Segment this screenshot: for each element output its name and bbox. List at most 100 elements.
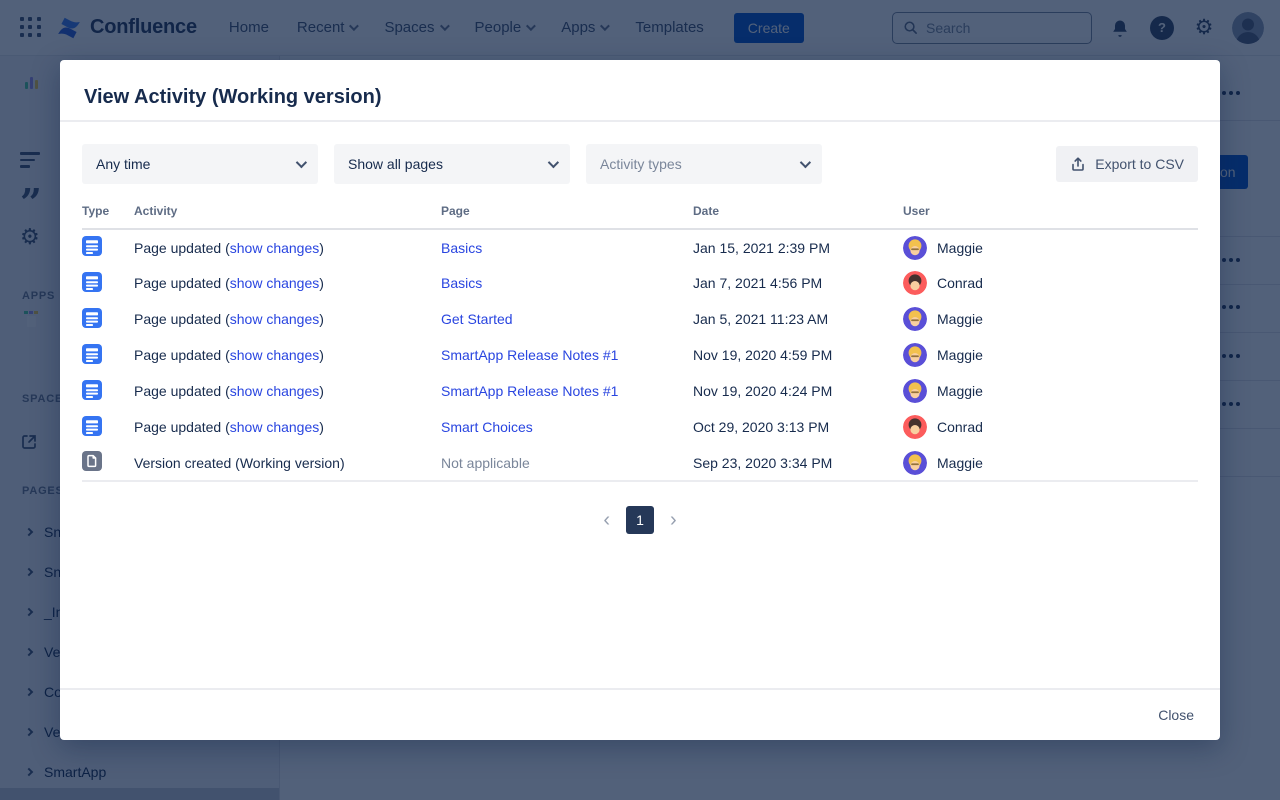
activity-types-placeholder: Activity types [600,156,682,172]
activity-cell: Page updated (show changes) [134,301,441,337]
user-cell: Maggie [903,301,1198,337]
page-link[interactable]: Basics [441,275,483,291]
chevron-down-icon [295,156,308,169]
user-avatar [903,235,927,260]
user: Maggie [903,343,1198,367]
page-cell: Basics [441,265,693,301]
show-changes-link[interactable]: show changes [229,419,320,435]
version-type-icon [82,451,102,471]
date-text: Sep 23, 2020 3:34 PM [693,454,833,471]
type-cell [82,265,134,301]
pagination: ‹ 1 › [82,506,1198,534]
user-name: Maggie [937,383,983,399]
user: Conrad [903,415,1198,439]
user-name: Maggie [937,239,983,256]
activity-cell: Page updated (show changes) [134,265,441,301]
type-cell [82,409,134,445]
date-cell: Oct 29, 2020 3:13 PM [693,409,903,445]
user-name: Maggie [937,454,983,471]
date-text: Nov 19, 2020 4:59 PM [693,347,833,363]
export-icon [1072,157,1085,171]
column-header-page: Page [441,204,693,230]
type-cell [82,445,134,482]
date-cell: Sep 23, 2020 3:34 PM [693,445,903,482]
activity-text: Page updated ( [134,347,230,363]
activity-text: ) [319,383,324,399]
page-cell: Smart Choices [441,409,693,445]
activity-text: Page updated ( [134,383,230,399]
activity-text: ) [319,239,324,256]
page-link[interactable]: Get Started [441,311,513,327]
page-type-icon [82,271,102,292]
type-cell [82,337,134,373]
page-cell: Basics [441,229,693,265]
page-type-icon [82,307,102,328]
activity-text: ) [319,275,324,291]
user: Conrad [903,271,1198,295]
activity-table: Type Activity Page Date User Page updated (s… [82,204,1198,482]
activity-types-dropdown[interactable]: Activity types [586,144,822,184]
dialog-title: View Activity (Working version) [84,86,382,108]
activity-text: ) [319,347,324,363]
next-page-icon[interactable]: › [670,509,677,531]
table-row: Page updated (show changes) Get Started Ja… [82,301,1198,337]
pages-filter-dropdown[interactable]: Show all pages [334,144,570,184]
page-link[interactable]: SmartApp Release Notes #1 [441,383,619,399]
user: Maggie [903,450,1198,475]
page-type-icon [82,415,102,436]
type-cell [82,229,134,265]
previous-page-icon[interactable]: ‹ [603,509,610,531]
table-row: Page updated (show changes) Basics Jan 15,… [82,229,1198,265]
page-link[interactable]: Smart Choices [441,419,533,435]
chevron-down-icon [547,156,560,169]
user-cell: Maggie [903,229,1198,265]
table-row: Page updated (show changes) SmartApp Rele… [82,337,1198,373]
show-changes-link[interactable]: show changes [229,275,320,291]
user-avatar [903,307,927,331]
show-changes-link[interactable]: show changes [229,239,320,256]
user-name: Conrad [937,419,983,435]
user-avatar [903,379,927,403]
column-header-activity: Activity [134,204,441,230]
user-cell: Maggie [903,337,1198,373]
page-not-applicable: Not applicable [441,454,530,471]
dialog-footer: Close [60,688,1220,740]
user-name: Maggie [937,311,983,327]
date-cell: Jan 7, 2021 4:56 PM [693,265,903,301]
date-cell: Nov 19, 2020 4:24 PM [693,373,903,409]
page-link[interactable]: Basics [441,239,483,256]
show-changes-link[interactable]: show changes [229,311,320,327]
user-name: Maggie [937,347,983,363]
date-text: Oct 29, 2020 3:13 PM [693,419,830,435]
type-cell [82,301,134,337]
page-cell: Get Started [441,301,693,337]
pages-filter-value: Show all pages [348,156,443,172]
show-changes-link[interactable]: show changes [229,347,320,363]
activity-text: Page updated ( [134,275,230,291]
date-text: Jan 15, 2021 2:39 PM [693,239,830,256]
column-header-date: Date [693,204,903,230]
page-cell: Not applicable [441,445,693,482]
page-cell: SmartApp Release Notes #1 [441,337,693,373]
show-changes-link[interactable]: show changes [229,383,320,399]
activity-cell: Page updated (show changes) [134,373,441,409]
table-row: Version created (Working version) Not app… [82,445,1198,482]
page-type-icon [82,379,102,400]
page-link[interactable]: SmartApp Release Notes #1 [441,347,619,363]
user-cell: Conrad [903,265,1198,301]
table-row: Page updated (show changes) SmartApp Rele… [82,373,1198,409]
activity-text: Version created (Working version) [134,454,345,471]
close-button[interactable]: Close [1158,707,1194,723]
time-filter-dropdown[interactable]: Any time [82,144,318,184]
user: Maggie [903,379,1198,403]
page-type-icon [82,343,102,364]
current-page-button[interactable]: 1 [626,506,654,534]
export-csv-button[interactable]: Export to CSV [1056,146,1198,182]
date-text: Jan 7, 2021 4:56 PM [693,275,823,291]
activity-cell: Page updated (show changes) [134,337,441,373]
user-avatar [903,415,927,439]
page-cell: SmartApp Release Notes #1 [441,373,693,409]
activity-text: ) [319,419,324,435]
user-avatar [903,271,927,295]
